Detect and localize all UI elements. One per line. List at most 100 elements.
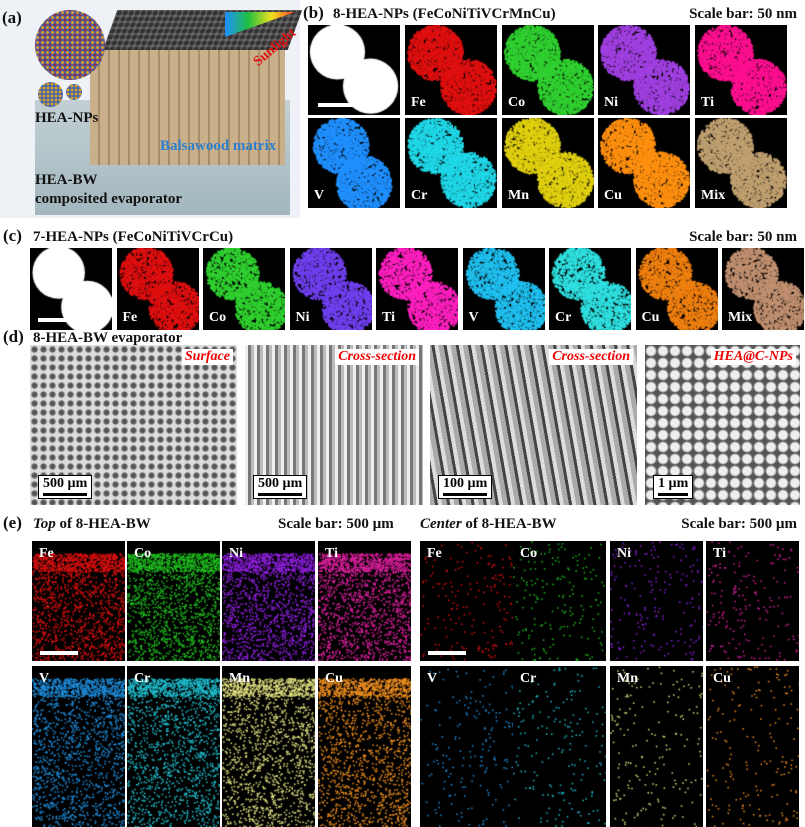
panel-a-label: (a)	[2, 8, 22, 27]
element-map-image	[598, 118, 690, 208]
evaporator-label-2: composited evaporator	[35, 191, 183, 207]
element-map-image	[222, 666, 315, 827]
element-map-image	[32, 666, 125, 827]
sem-tag: HEA@C-NPs	[710, 349, 796, 365]
element-map-tile: Fe	[116, 248, 199, 330]
element-map-tile	[308, 25, 400, 115]
scale-text: 1 µm	[658, 476, 689, 491]
element-map-tile: Ni	[222, 541, 315, 661]
scale-text: 500 µm	[43, 476, 88, 491]
element-map-tile: Fe	[420, 541, 513, 661]
element-map-tile: Mn	[610, 666, 703, 827]
hea-np-small	[38, 82, 63, 107]
element-map-image	[706, 666, 799, 827]
panel-a-schematic: (a) HEA-NPs Balsawood matrix Sunlight HE…	[0, 0, 303, 218]
element-label: Fe	[122, 310, 138, 325]
scale-bar	[38, 318, 66, 322]
element-map-image	[549, 248, 631, 330]
element-map-tile: Mn	[222, 666, 315, 827]
panel-e-left-title: Top of 8-HEA-BW	[33, 516, 151, 533]
element-map-tile: Ti	[318, 541, 411, 661]
sem-image: Surface 500 µm	[30, 345, 237, 505]
element-label: Cu	[325, 671, 343, 686]
element-label: V	[427, 671, 438, 686]
element-map-image	[405, 118, 497, 208]
element-map-image	[462, 248, 545, 330]
element-label: Ti	[325, 546, 338, 561]
panel-b-label: (b)	[303, 3, 324, 22]
element-label: Co	[520, 546, 538, 561]
element-map-image	[376, 248, 458, 330]
element-label: Ni	[229, 546, 243, 561]
sem-image: HEA@C-NPs 1 µm	[645, 345, 800, 505]
balsawood-block	[90, 45, 285, 165]
element-map-image	[502, 118, 594, 208]
sem-image: Cross-section 500 µm	[245, 345, 423, 505]
panel-e-label: (e)	[3, 513, 22, 532]
title-emphasis: Center	[420, 516, 462, 532]
element-map-image	[420, 666, 513, 827]
hea-nps-label: HEA-NPs	[35, 110, 99, 126]
sem-scale-bar: 100 µm	[438, 475, 493, 499]
scale-bar	[318, 103, 356, 107]
element-map-image	[610, 666, 703, 827]
panel-c-scale: Scale bar: 50 nm	[689, 229, 797, 245]
panel-e-left-scale: Scale bar: 500 µm	[278, 516, 394, 532]
element-map-tile: V	[308, 118, 400, 208]
element-map-tile: Ti	[695, 25, 787, 115]
element-map-image	[635, 248, 718, 330]
element-map-tile: Cr	[513, 666, 606, 827]
element-map-tile: Cr	[127, 666, 220, 827]
element-map-tile: Cr	[549, 248, 631, 330]
element-label: Co	[508, 95, 526, 110]
element-map-tile: Mix	[722, 248, 804, 330]
element-map-tile: Cu	[706, 666, 799, 827]
element-map-tile: V	[32, 666, 125, 827]
panel-b-title: 8-HEA-NPs (FeCoNiTiVCrMnCu)	[333, 6, 556, 22]
element-map-image	[420, 541, 513, 661]
scale-bar	[428, 651, 466, 655]
element-label: Ti	[713, 546, 726, 561]
sem-tag: Cross-section	[335, 349, 419, 365]
element-label: Mn	[229, 671, 250, 686]
element-map-tile: Ti	[376, 248, 458, 330]
element-map-image	[116, 248, 199, 330]
hea-np-large	[35, 10, 105, 80]
element-map-tile: Mn	[502, 118, 594, 208]
element-label: Fe	[427, 546, 442, 561]
element-label: Cr	[555, 310, 572, 325]
balsawood-label: Balsawood matrix	[160, 138, 277, 154]
scale-bar	[40, 651, 78, 655]
element-map-tile: Ni	[598, 25, 690, 115]
element-map-tile: Cu	[635, 248, 718, 330]
element-map-tile: Co	[127, 541, 220, 661]
panel-c-title: 7-HEA-NPs (FeCoNiTiVCrCu)	[33, 229, 234, 245]
element-map-tile	[30, 248, 112, 330]
element-map-image	[203, 248, 285, 330]
sem-tag: Cross-section	[549, 349, 633, 365]
element-label: Ni	[617, 546, 631, 561]
element-map-image	[127, 666, 220, 827]
element-label: Cu	[604, 188, 622, 203]
element-map-image	[598, 25, 690, 115]
element-label: Ni	[604, 95, 618, 110]
element-map-tile: Cr	[405, 118, 497, 208]
element-label: Ni	[295, 310, 310, 325]
element-label: Co	[209, 310, 227, 325]
element-map-tile: Fe	[32, 541, 125, 661]
element-map-image	[610, 541, 703, 661]
element-label: Cu	[713, 671, 731, 686]
element-label: Mn	[508, 188, 529, 203]
element-map-image	[513, 666, 606, 827]
panel-e-right-scale: Scale bar: 500 µm	[681, 516, 797, 532]
element-label: Mn	[617, 671, 638, 686]
element-map-tile: Co	[502, 25, 594, 115]
element-map-image	[513, 541, 606, 661]
element-label: Cr	[134, 671, 151, 686]
sem-scale-bar: 500 µm	[253, 475, 308, 499]
title-rest: of 8-HEA-BW	[461, 516, 557, 532]
scale-line	[43, 493, 88, 496]
element-label: Cr	[520, 671, 537, 686]
element-label: Fe	[39, 546, 54, 561]
